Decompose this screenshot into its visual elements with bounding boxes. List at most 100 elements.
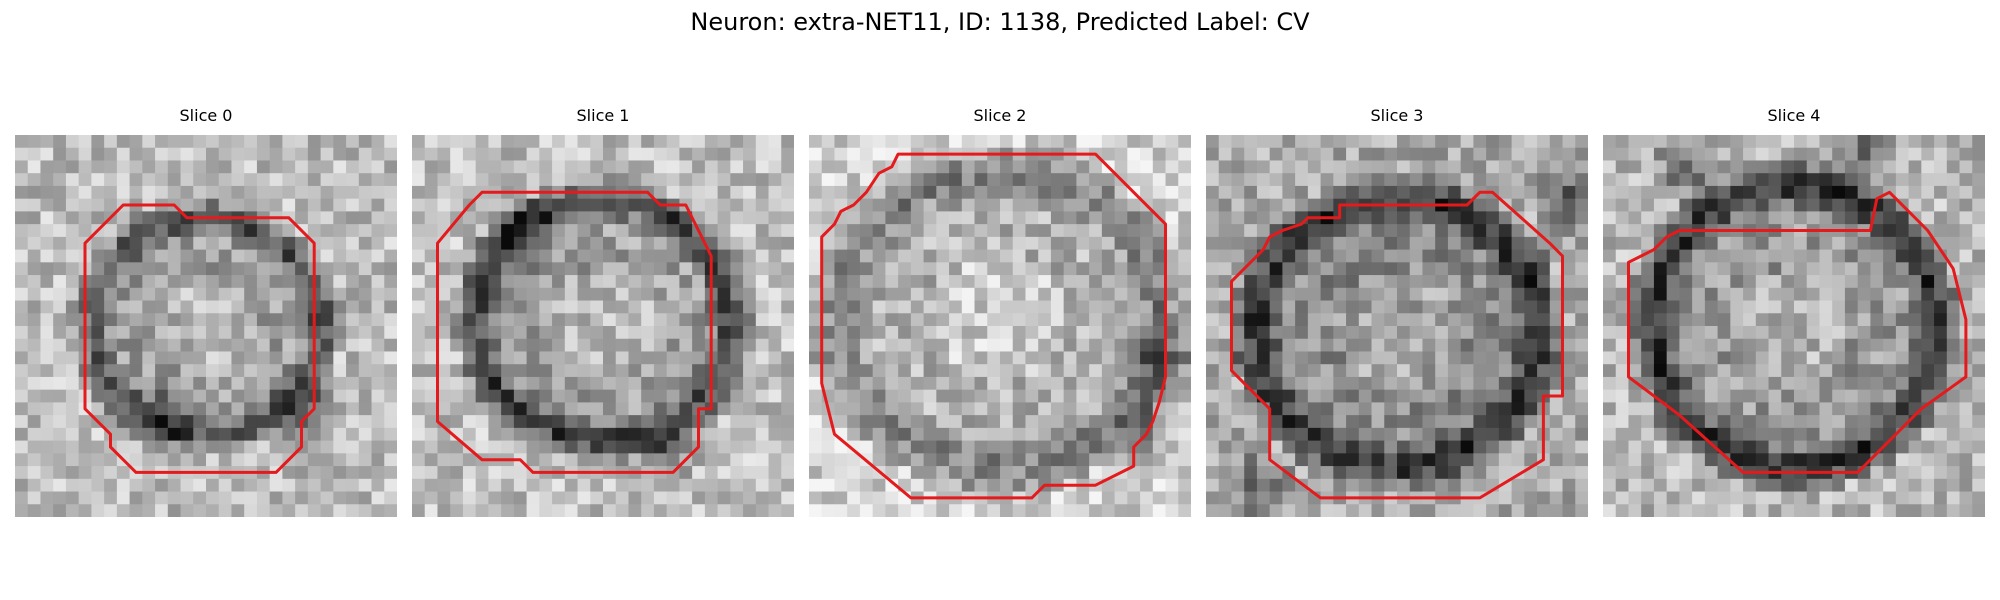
image-pixel xyxy=(653,491,668,505)
image-pixel xyxy=(1666,338,1680,352)
image-pixel xyxy=(1704,313,1718,327)
image-pixel xyxy=(1206,224,1220,238)
image-pixel xyxy=(1038,262,1052,276)
image-pixel xyxy=(1908,427,1922,441)
image-pixel xyxy=(1282,262,1296,276)
image-pixel xyxy=(974,389,988,403)
image-pixel xyxy=(1653,185,1668,200)
image-pixel xyxy=(244,287,258,301)
image-pixel xyxy=(1946,364,1960,378)
image-pixel xyxy=(1832,300,1846,314)
image-pixel xyxy=(692,326,706,340)
image-pixel xyxy=(1806,504,1820,517)
image-pixel xyxy=(730,326,744,340)
image-pixel xyxy=(1562,147,1576,161)
image-pixel xyxy=(1511,351,1525,365)
image-pixel xyxy=(307,173,321,187)
image-pixel xyxy=(1603,135,1617,149)
image-pixel xyxy=(1959,147,1973,161)
image-pixel xyxy=(552,236,566,250)
image-pixel xyxy=(987,440,1001,454)
image-pixel xyxy=(231,236,245,250)
image-pixel xyxy=(1165,326,1179,340)
image-pixel xyxy=(1346,224,1360,238)
image-pixel xyxy=(885,440,899,454)
image-pixel xyxy=(1178,287,1191,301)
image-pixel xyxy=(218,326,232,340)
image-pixel xyxy=(1178,147,1191,161)
image-pixel xyxy=(358,147,372,161)
image-pixel xyxy=(987,211,1001,225)
image-pixel xyxy=(1692,313,1706,327)
image-pixel xyxy=(1870,376,1884,391)
image-pixel xyxy=(743,224,757,238)
image-pixel xyxy=(206,338,220,352)
image-pixel xyxy=(1921,351,1935,365)
image-pixel xyxy=(1231,173,1245,187)
image-pixel xyxy=(1628,415,1642,429)
image-pixel xyxy=(1972,402,1985,416)
image-pixel xyxy=(91,338,105,352)
image-pixel xyxy=(193,198,207,212)
image-pixel xyxy=(1346,173,1360,187)
image-pixel xyxy=(872,453,886,467)
image-pixel xyxy=(552,402,566,416)
image-pixel xyxy=(244,491,258,505)
image-pixel xyxy=(1076,389,1090,403)
image-pixel xyxy=(193,453,207,467)
image-pixel xyxy=(1076,236,1090,250)
image-pixel xyxy=(1218,300,1232,314)
image-pixel xyxy=(155,376,169,391)
image-pixel xyxy=(1384,427,1398,441)
image-pixel xyxy=(885,236,899,250)
image-pixel xyxy=(437,338,451,352)
image-pixel xyxy=(1883,478,1897,492)
image-pixel xyxy=(564,147,578,161)
image-pixel xyxy=(53,504,67,517)
image-pixel xyxy=(1244,135,1258,149)
image-pixel xyxy=(1934,402,1948,416)
image-pixel xyxy=(552,338,566,352)
image-pixel xyxy=(1218,160,1232,174)
image-pixel xyxy=(333,478,347,492)
image-pixel xyxy=(1743,160,1757,174)
image-pixel xyxy=(1895,338,1909,352)
image-pixel xyxy=(692,453,706,467)
image-pixel xyxy=(1844,173,1859,187)
image-pixel xyxy=(1794,135,1808,149)
image-pixel xyxy=(193,427,207,441)
image-pixel xyxy=(1206,376,1220,391)
image-pixel xyxy=(641,236,655,250)
image-pixel xyxy=(256,160,271,174)
image-pixel xyxy=(859,326,874,340)
image-pixel xyxy=(1692,147,1706,161)
image-pixel xyxy=(27,338,41,352)
image-pixel xyxy=(653,440,668,454)
image-pixel xyxy=(513,364,527,378)
image-pixel xyxy=(1717,275,1731,289)
image-pixel xyxy=(1089,275,1103,289)
image-pixel xyxy=(1089,376,1103,391)
image-pixel xyxy=(1050,402,1065,416)
image-pixel xyxy=(320,147,334,161)
image-pixel xyxy=(1038,338,1052,352)
image-pixel xyxy=(1908,173,1922,187)
image-pixel xyxy=(1422,313,1436,327)
image-pixel xyxy=(1231,453,1245,467)
image-pixel xyxy=(27,402,41,416)
image-pixel xyxy=(717,185,731,200)
image-pixel xyxy=(53,185,67,200)
image-pixel xyxy=(1959,402,1973,416)
image-pixel xyxy=(1435,185,1449,200)
image-pixel xyxy=(949,313,963,327)
image-pixel xyxy=(53,236,67,250)
image-pixel xyxy=(847,389,861,403)
image-pixel xyxy=(1883,351,1897,365)
image-pixel xyxy=(218,135,232,149)
image-pixel xyxy=(1397,135,1411,149)
image-pixel xyxy=(1346,338,1360,352)
image-pixel xyxy=(1832,478,1846,492)
image-pixel xyxy=(872,249,886,263)
image-pixel xyxy=(653,427,668,441)
image-pixel xyxy=(872,376,886,391)
